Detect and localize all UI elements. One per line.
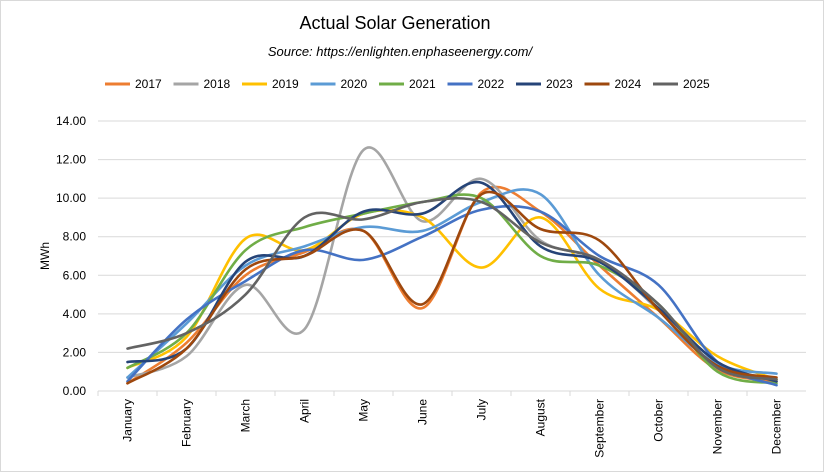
x-tick-label: January <box>121 399 135 442</box>
series-line-2024 <box>126 190 778 385</box>
x-tick-label: April <box>298 399 312 423</box>
legend-label: 2025 <box>683 77 710 91</box>
legend-label: 2019 <box>272 77 299 91</box>
x-tick-label: February <box>180 399 194 447</box>
y-tick-label: 2.00 <box>63 345 87 359</box>
chart-subtitle: Source: https://enlighten.enphaseenergy.… <box>268 44 534 59</box>
y-axis-label: MWh <box>38 242 52 270</box>
series-line-2022 <box>126 204 778 387</box>
x-tick-label: November <box>711 399 725 454</box>
legend-label: 2022 <box>478 77 505 91</box>
legend-label: 2024 <box>615 77 642 91</box>
x-tick-label: July <box>475 399 489 420</box>
y-tick-label: 4.00 <box>63 307 87 321</box>
y-tick-label: 12.00 <box>56 153 86 167</box>
series-line-2018 <box>126 146 778 381</box>
x-tick-label: May <box>357 399 371 422</box>
legend-label: 2018 <box>204 77 231 91</box>
x-tick-label: October <box>652 399 666 442</box>
x-tick-label: December <box>770 399 784 454</box>
series-line-2020 <box>126 188 778 379</box>
x-tick-label: June <box>416 399 430 425</box>
y-tick-label: 8.00 <box>63 230 87 244</box>
legend-label: 2021 <box>409 77 436 91</box>
legend-label: 2023 <box>546 77 573 91</box>
y-tick-label: 14.00 <box>56 114 86 128</box>
y-tick-label: 10.00 <box>56 191 86 205</box>
legend-label: 2017 <box>135 77 162 91</box>
y-tick-label: 0.00 <box>63 384 87 398</box>
legend-label: 2020 <box>341 77 368 91</box>
y-tick-label: 6.00 <box>63 268 87 282</box>
x-tick-label: March <box>239 399 253 432</box>
series-line-2025 <box>126 196 778 381</box>
x-tick-label: August <box>534 398 548 436</box>
x-tick-label: September <box>593 399 607 458</box>
chart-title: Actual Solar Generation <box>299 13 490 33</box>
